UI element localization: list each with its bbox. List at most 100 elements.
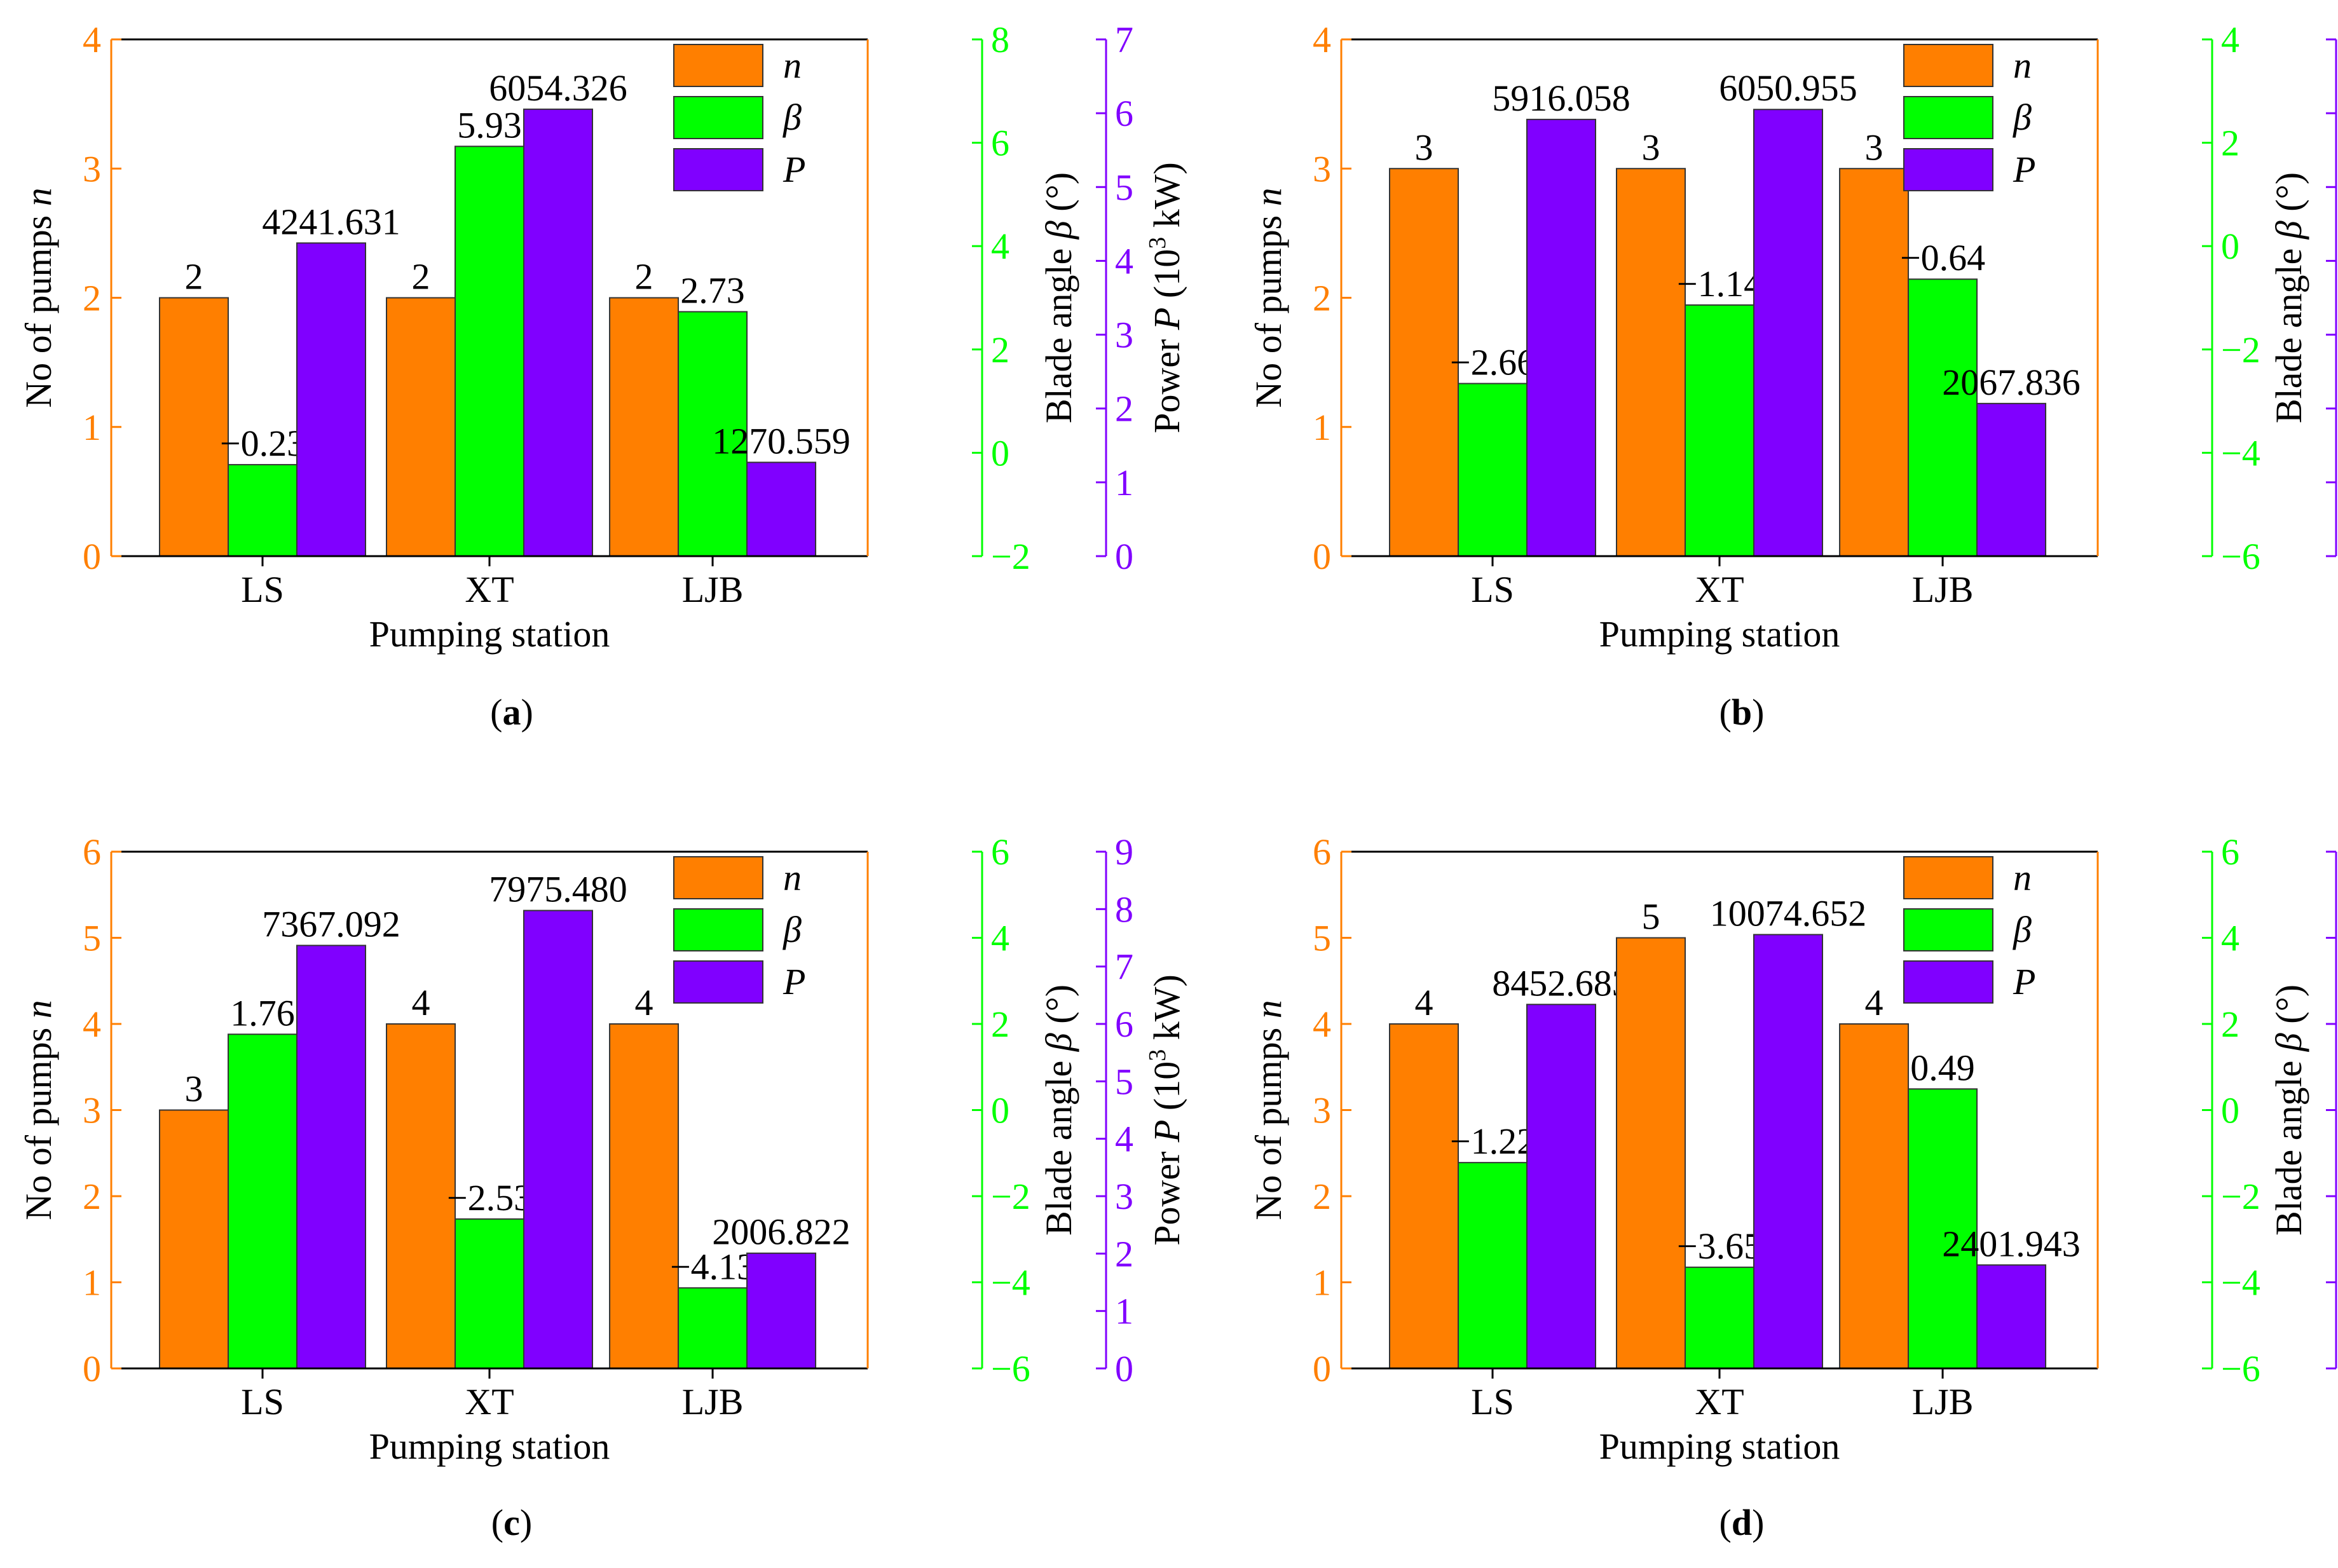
y-right-tick-label: 3 (1115, 1176, 1133, 1217)
y-mid-title: Blade angle β (°) (1038, 985, 1079, 1236)
x-axis-title: Pumping station (1599, 1426, 1840, 1467)
y-left-tick-label: 6 (1313, 831, 1331, 873)
legend-label-P: P (783, 961, 805, 1002)
data-label-n-LJB: 2 (635, 256, 653, 297)
x-tick-label-LS: LS (1471, 1381, 1514, 1422)
data-label-n-LJB: 4 (635, 982, 653, 1023)
y-left-tick-label: 2 (83, 278, 101, 319)
y-mid-tick-label: −6 (2221, 1348, 2260, 1389)
bar-n-LS (1389, 168, 1459, 557)
panel-label: (a) (490, 692, 533, 733)
y-left-tick-label: 0 (83, 536, 101, 577)
bar-n-LS (1389, 1023, 1459, 1369)
bar-P-LJB (746, 1252, 817, 1369)
legend-swatch-P (673, 148, 763, 191)
y-right-tick-label: 6 (1115, 93, 1133, 134)
x-tick-label-LJB: LJB (1912, 569, 1974, 610)
x-tick-label-LJB: LJB (682, 1381, 744, 1422)
y-left-tick-label: 0 (1313, 1348, 1331, 1389)
x-tick-label-XT: XT (1695, 569, 1744, 610)
chart-panel-b: 3−2.665916.058LS3−1.146050.955XT3−0.6420… (1248, 19, 2337, 733)
bar-β-LJB (678, 311, 748, 557)
legend-label-P: P (2013, 961, 2035, 1002)
data-label-n-LS: 3 (185, 1068, 203, 1110)
y-mid-tick-label: 6 (2221, 831, 2239, 873)
y-mid-tick-label: −6 (2221, 536, 2260, 577)
y-mid-tick-label: 0 (2221, 1090, 2239, 1131)
data-label-n-XT: 5 (1642, 896, 1660, 937)
y-right-title: Power P (103 kW) (1144, 974, 1187, 1246)
bar-P-LJB (746, 461, 817, 557)
y-mid-tick-label: 2 (991, 329, 1009, 371)
legend-label-n: n (2013, 857, 2032, 898)
y-mid-tick-label: 0 (991, 1090, 1009, 1131)
bar-β-LS (228, 1033, 297, 1369)
data-label-P-LJB: 2067.836 (1942, 362, 2081, 403)
legend-swatch-n (1903, 44, 1993, 87)
data-label-P-LS: 5916.058 (1492, 78, 1630, 119)
data-label-β-LS: −0.23 (220, 423, 305, 464)
y-left-tick-label: 4 (1313, 19, 1331, 60)
bar-β-XT (455, 146, 524, 557)
y-left-tick-label: 1 (1313, 407, 1331, 448)
y-mid-tick-label: 4 (991, 226, 1009, 267)
x-tick-label-LS: LS (241, 1381, 284, 1422)
y-mid-tick-label: −2 (2221, 1176, 2260, 1217)
x-axis-title: Pumping station (1599, 613, 1840, 655)
y-mid-tick-label: −6 (991, 1348, 1030, 1389)
legend-label-beta: β (2013, 97, 2032, 138)
y-mid-tick-label: 4 (2221, 918, 2239, 959)
x-tick-label-LJB: LJB (682, 569, 744, 610)
data-label-P-LS: 4241.631 (262, 201, 400, 242)
data-label-n-XT: 2 (412, 256, 430, 297)
data-label-P-LJB: 2006.822 (712, 1211, 851, 1253)
bar-P-LJB (1976, 402, 2047, 557)
y-mid-tick-label: −2 (2221, 329, 2260, 371)
y-left-tick-label: 5 (1313, 918, 1331, 959)
y-left-tick-label: 4 (83, 19, 101, 60)
bar-β-LS (1458, 383, 1528, 557)
bar-P-XT (1753, 109, 1823, 557)
y-left-tick-label: 1 (83, 1262, 101, 1304)
y-right-tick-label: 9 (1115, 831, 1133, 873)
data-label-β-LJB: −4.13 (670, 1246, 755, 1287)
data-label-n-LJB: 3 (1865, 126, 1883, 168)
legend-label-n: n (2013, 44, 2032, 86)
y-right-tick-label: 5 (1115, 1061, 1133, 1102)
panel-label: (b) (1719, 692, 1765, 733)
legend-swatch-n (1903, 856, 1993, 899)
bar-β-XT (1685, 304, 1754, 557)
y-left-tick-label: 2 (1313, 1176, 1331, 1217)
y-left-tick-label: 2 (1313, 278, 1331, 319)
bar-P-LS (296, 944, 366, 1369)
data-label-P-LJB: 2401.943 (1942, 1223, 2081, 1264)
bar-n-LJB (609, 1023, 680, 1369)
y-left-tick-label: 4 (1313, 1004, 1331, 1045)
x-tick-label-XT: XT (465, 569, 514, 610)
y-right-tick-label: 6 (1115, 1004, 1133, 1045)
y-mid-tick-label: 8 (991, 19, 1009, 60)
legend-swatch-P (673, 960, 763, 1004)
data-label-β-XT: −3.65 (1677, 1225, 1762, 1267)
data-label-n-XT: 4 (412, 982, 430, 1023)
y-mid-tick-label: 2 (991, 1004, 1009, 1045)
y-left-tick-label: 3 (83, 148, 101, 189)
y-right-tick-label: 2 (1115, 1233, 1133, 1274)
y-right-tick-label: 4 (1115, 1119, 1133, 1160)
data-label-P-LS: 8452.683 (1492, 962, 1630, 1004)
x-axis-title: Pumping station (369, 613, 610, 655)
legend-swatch-beta (1903, 908, 1993, 951)
bar-n-XT (1616, 937, 1686, 1369)
bar-n-LS (159, 297, 229, 557)
chart-panel-c: 31.767367.092LS4−2.537975.480XT4−4.13200… (18, 831, 1187, 1543)
data-label-P-XT: 6054.326 (489, 67, 627, 109)
bar-β-XT (455, 1218, 524, 1369)
y-left-tick-label: 1 (83, 407, 101, 448)
data-label-β-LS: −2.66 (1450, 341, 1535, 383)
y-mid-tick-label: −2 (991, 1176, 1030, 1217)
y-left-tick-label: 3 (1313, 148, 1331, 189)
bar-n-LS (159, 1109, 229, 1369)
legend-swatch-beta (673, 96, 763, 139)
data-label-β-LJB: 0.49 (1910, 1047, 1975, 1088)
bar-β-LJB (678, 1287, 748, 1369)
